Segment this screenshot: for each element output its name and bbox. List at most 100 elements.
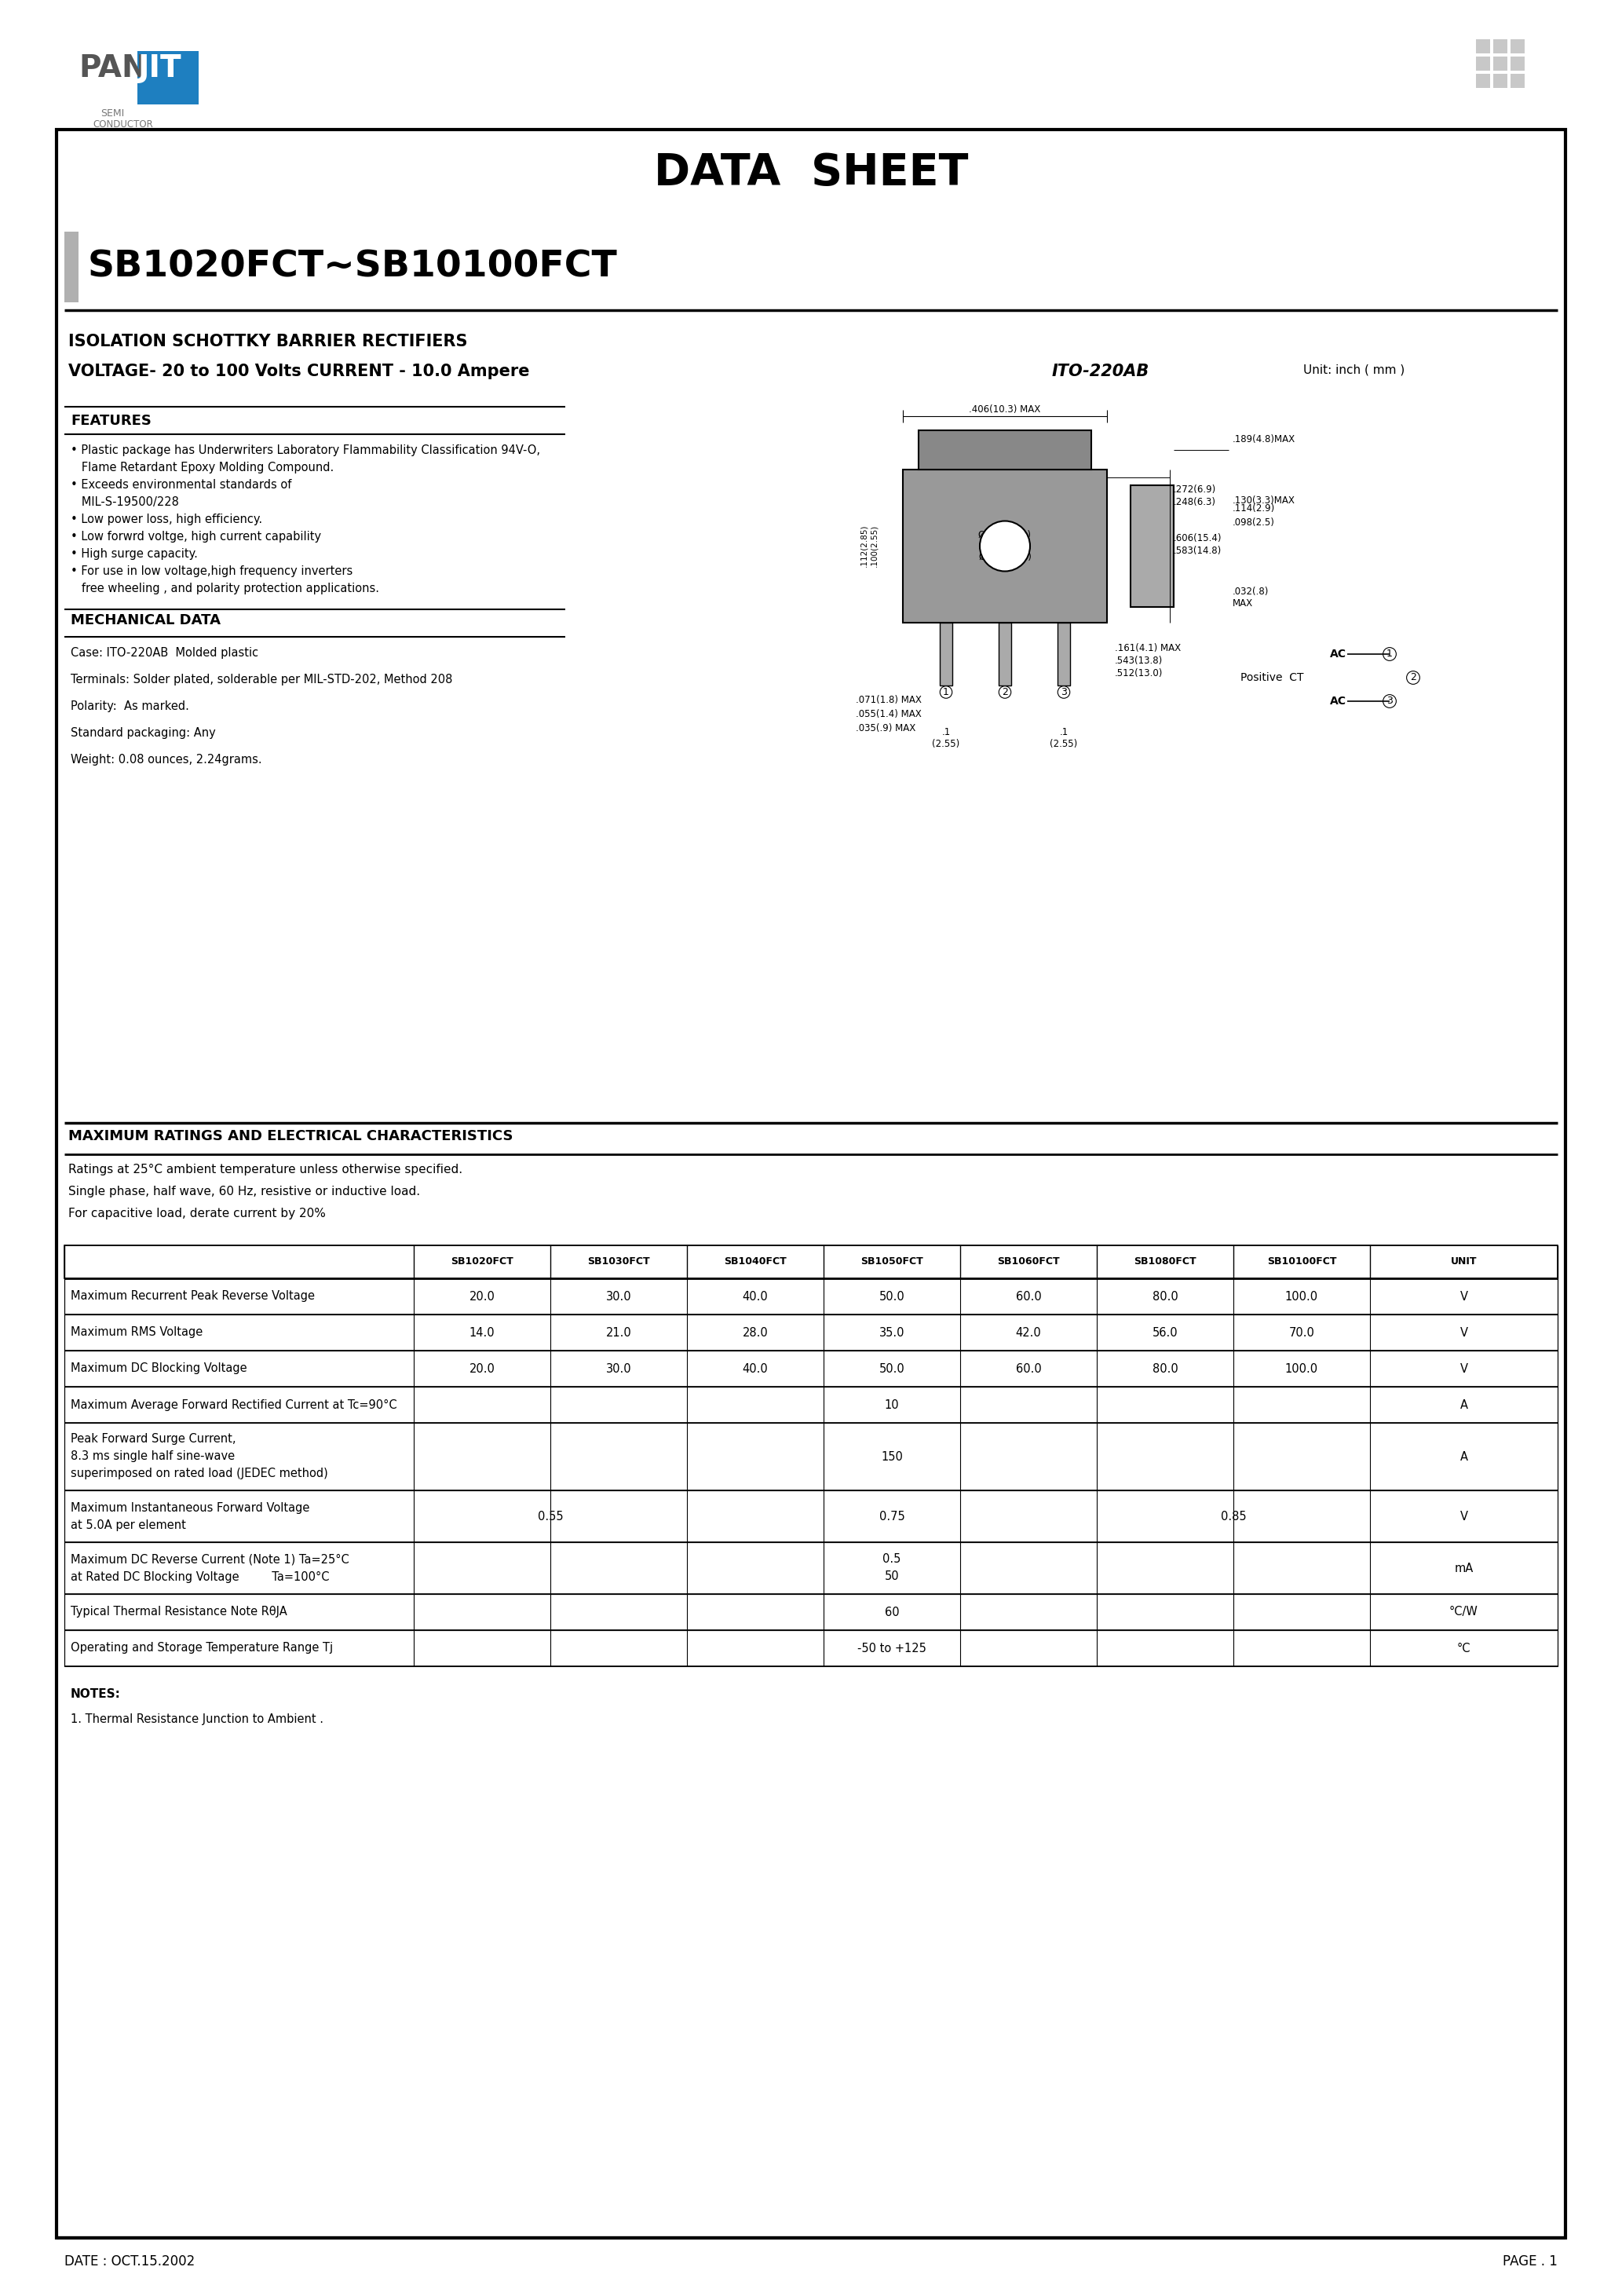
Text: .606(15.4): .606(15.4) [1174,533,1221,542]
Text: (2.55): (2.55) [933,739,960,748]
Bar [1510,39,1525,53]
Bar [65,1387,1557,1424]
Text: DATE : OCT.15.2002: DATE : OCT.15.2002 [65,2255,195,2268]
Text: mA: mA [1455,1561,1473,1575]
Text: JIT: JIT [138,53,182,83]
Text: UNIT: UNIT [1450,1256,1478,1267]
Text: Peak Forward Surge Current,: Peak Forward Surge Current, [71,1433,235,1444]
Text: 50.0: 50.0 [879,1290,905,1302]
Text: .055(1.4) MAX: .055(1.4) MAX [856,709,921,719]
Text: CONDUCTOR: CONDUCTOR [92,119,152,129]
Text: MECHANICAL DATA: MECHANICAL DATA [71,613,221,627]
Bar [65,1279,1557,1316]
Text: Unit: inch ( mm ): Unit: inch ( mm ) [1302,363,1405,374]
Text: SB1040FCT: SB1040FCT [723,1256,787,1267]
Text: 60.0: 60.0 [1015,1364,1041,1375]
Text: SEMI: SEMI [101,108,125,119]
Text: .512(13.0): .512(13.0) [1114,668,1163,677]
Text: -50 to +125: -50 to +125 [858,1642,926,1653]
Text: 8.3 ms single half sine-wave: 8.3 ms single half sine-wave [71,1451,235,1463]
Text: 56.0: 56.0 [1152,1327,1178,1339]
Text: MAX: MAX [1233,597,1254,608]
Text: SB1060FCT: SB1060FCT [998,1256,1059,1267]
Text: For capacitive load, derate current by 20%: For capacitive load, derate current by 2… [68,1208,326,1219]
Text: 70.0: 70.0 [1289,1327,1314,1339]
Text: SB10100FCT: SB10100FCT [1267,1256,1337,1267]
Text: Maximum DC Blocking Voltage: Maximum DC Blocking Voltage [71,1364,247,1375]
Text: Maximum Recurrent Peak Reverse Voltage: Maximum Recurrent Peak Reverse Voltage [71,1290,315,1302]
Bar [65,1630,1557,1667]
Text: at 5.0A per element: at 5.0A per element [71,1520,187,1531]
Text: SB1030FCT: SB1030FCT [587,1256,650,1267]
Text: .114(2.9): .114(2.9) [1233,503,1275,514]
Text: 20.0: 20.0 [469,1290,495,1302]
Text: .248(6.3): .248(6.3) [1174,498,1216,507]
Bar [65,409,159,432]
Text: V: V [1460,1364,1468,1375]
Text: MIL-S-19500/228: MIL-S-19500/228 [71,496,178,507]
Bar [1476,73,1491,87]
Text: .161(4.1) MAX: .161(4.1) MAX [1114,643,1181,652]
Text: .1: .1 [1059,728,1069,737]
Bar [1476,39,1491,53]
Text: A: A [1460,1398,1468,1410]
Bar [65,1490,1557,1543]
Text: .189(4.8)MAX: .189(4.8)MAX [1233,434,1296,445]
Text: 3: 3 [1061,687,1067,698]
Text: V: V [1460,1327,1468,1339]
Text: 40.0: 40.0 [743,1364,769,1375]
Text: SB1050FCT: SB1050FCT [861,1256,923,1267]
Text: 80.0: 80.0 [1152,1364,1178,1375]
Text: Flame Retardant Epoxy Molding Compound.: Flame Retardant Epoxy Molding Compound. [71,461,334,473]
Text: 30.0: 30.0 [607,1364,631,1375]
Text: Maximum RMS Voltage: Maximum RMS Voltage [71,1327,203,1339]
Text: • Low power loss, high efficiency.: • Low power loss, high efficiency. [71,514,263,526]
Text: SB1020FCT: SB1020FCT [451,1256,513,1267]
Text: .406(10.3) MAX: .406(10.3) MAX [968,404,1041,416]
Text: SB1020FCT~SB10100FCT: SB1020FCT~SB10100FCT [88,250,618,285]
Text: (2.55): (2.55) [1049,739,1077,748]
Text: 1: 1 [942,687,949,698]
Bar [65,232,78,303]
Text: .032(.8): .032(.8) [1233,585,1268,597]
Text: 0.5: 0.5 [882,1554,902,1566]
Text: .071(1.8) MAX: .071(1.8) MAX [856,693,921,705]
Text: Single phase, half wave, 60 Hz, resistive or inductive load.: Single phase, half wave, 60 Hz, resistiv… [68,1185,420,1199]
Text: 28.0: 28.0 [743,1327,769,1339]
Text: .543(13.8): .543(13.8) [1114,654,1163,666]
Circle shape [980,521,1030,572]
Text: .1: .1 [942,728,950,737]
Text: ISOLATION SCHOTTKY BARRIER RECTIFIERS: ISOLATION SCHOTTKY BARRIER RECTIFIERS [68,333,467,349]
Text: PAN: PAN [78,53,148,83]
Text: .583(14.8): .583(14.8) [1174,546,1221,556]
Text: DATA  SHEET: DATA SHEET [654,152,968,193]
Text: at Rated DC Blocking Voltage         Ta=100°C: at Rated DC Blocking Voltage Ta=100°C [71,1570,329,1582]
Text: • For use in low voltage,high frequency inverters: • For use in low voltage,high frequency … [71,565,352,576]
Text: Typical Thermal Resistance Note RθJA: Typical Thermal Resistance Note RθJA [71,1607,287,1619]
Text: A: A [1460,1451,1468,1463]
Text: 42.0: 42.0 [1015,1327,1041,1339]
Text: 60: 60 [884,1607,899,1619]
Bar [999,622,1011,687]
Text: Positive  CT: Positive CT [1241,673,1304,684]
Text: 30.0: 30.0 [607,1290,631,1302]
Text: 2: 2 [1410,673,1416,682]
Text: • Plastic package has Underwriters Laboratory Flammability Classification 94V-O,: • Plastic package has Underwriters Labor… [71,445,540,457]
Bar [138,51,198,103]
Text: 40.0: 40.0 [743,1290,769,1302]
Text: • High surge capacity.: • High surge capacity. [71,549,198,560]
Text: 50: 50 [884,1570,899,1582]
Bar [65,1593,1557,1630]
Bar [65,1244,1557,1279]
Text: AC: AC [1330,696,1346,707]
Text: .272(6.9): .272(6.9) [1174,484,1216,494]
Text: V: V [1460,1290,1468,1302]
Bar [65,1316,1557,1350]
Text: 21.0: 21.0 [605,1327,631,1339]
Text: AC: AC [1330,647,1346,659]
Bar [1058,622,1071,687]
Text: Ø .134(3.4): Ø .134(3.4) [978,530,1032,540]
Text: 10: 10 [884,1398,899,1410]
Bar [1510,57,1525,71]
Text: superimposed on rated load (JEDEC method): superimposed on rated load (JEDEC method… [71,1467,328,1479]
